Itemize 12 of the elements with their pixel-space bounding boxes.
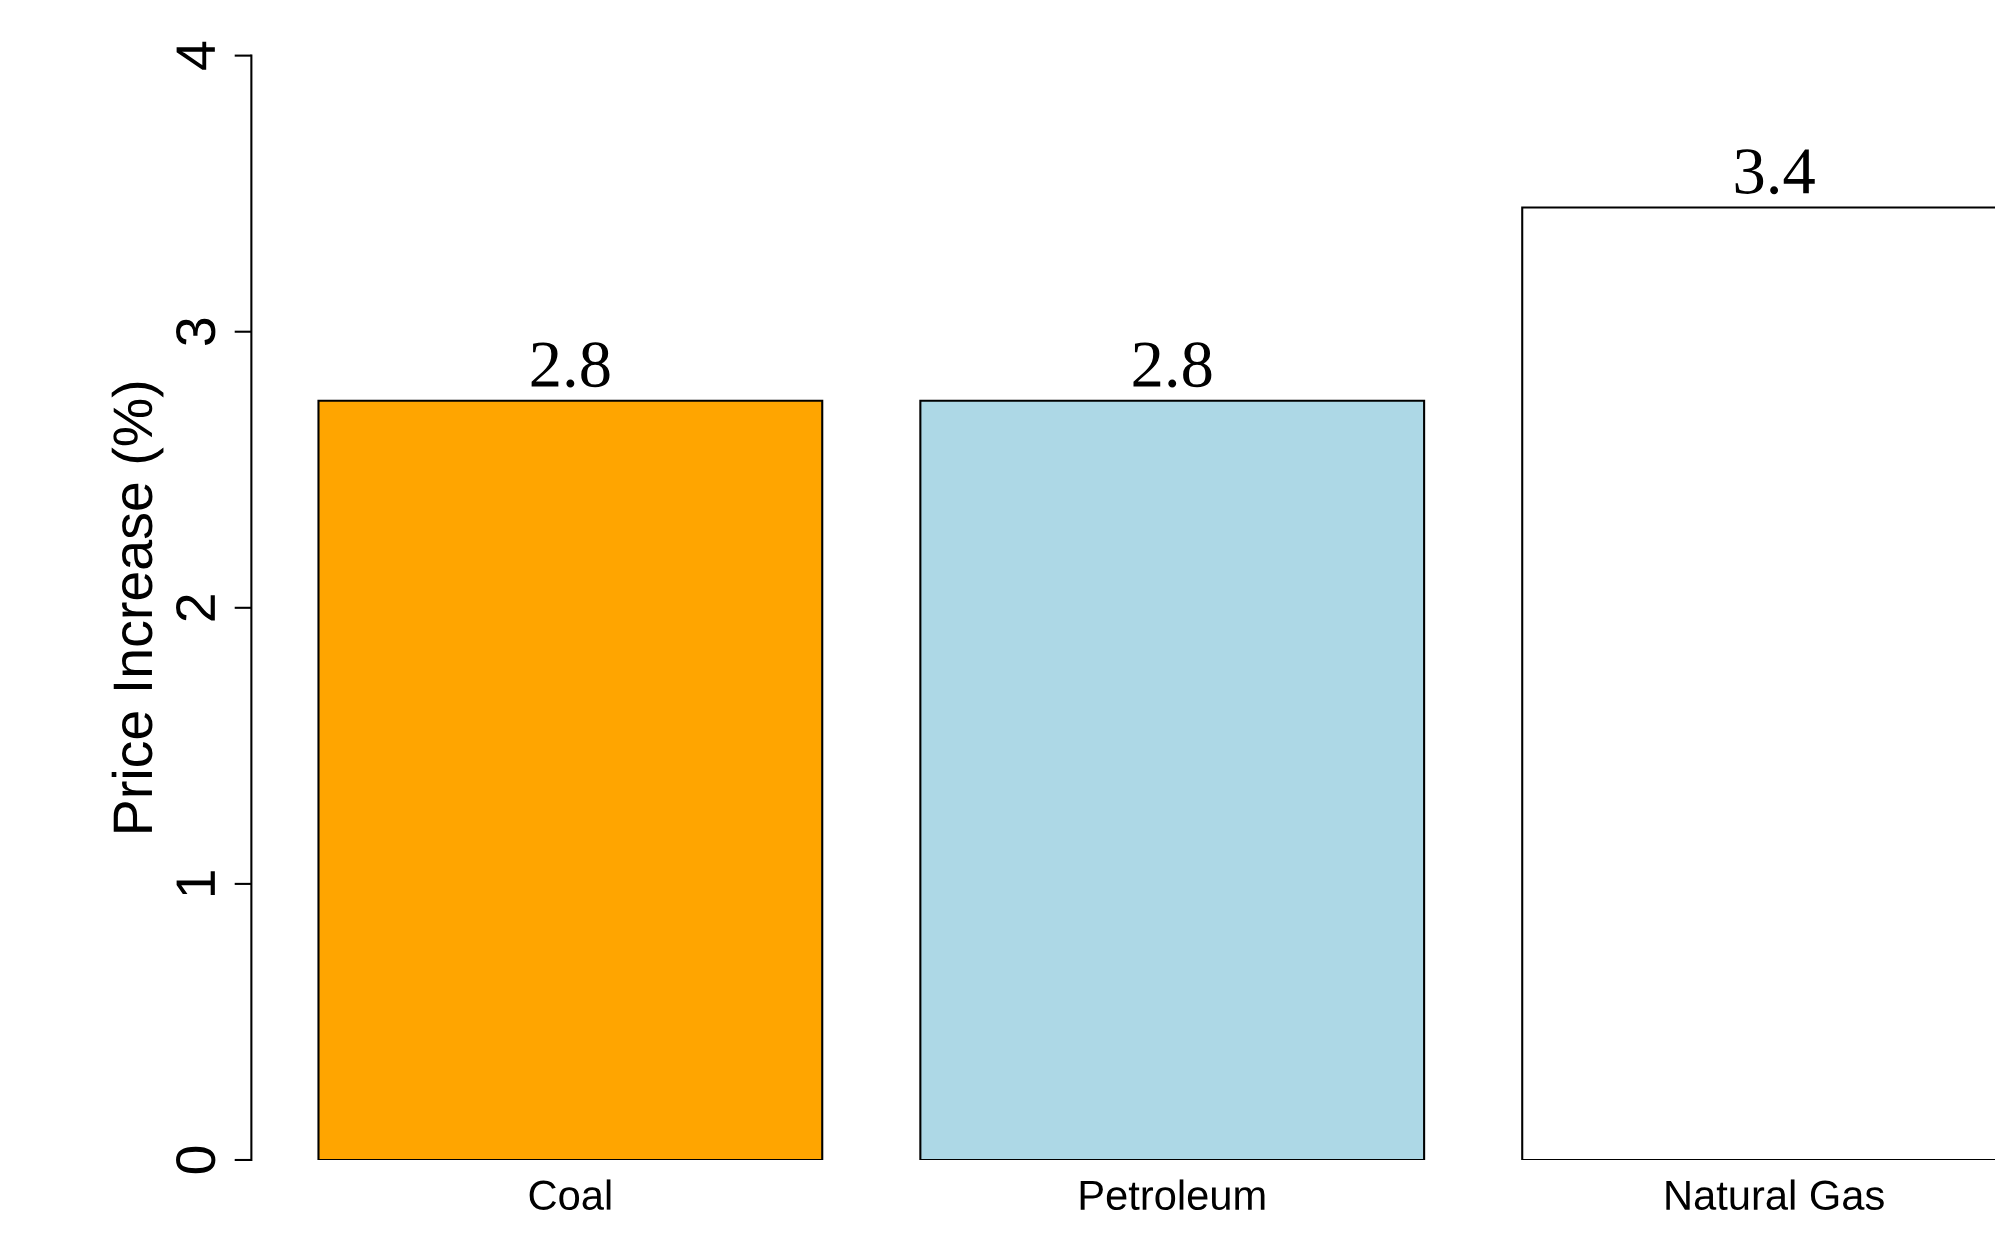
data-label: 3.4 (1735, 149, 1815, 195)
x-tick-label: Natural Gas (1666, 1179, 1884, 1211)
x-tick-label: Coal (529, 1179, 611, 1211)
y-tick-label: 1 (176, 871, 215, 896)
y-axis-title: Price Increase (%) (111, 382, 164, 832)
data-label: 2.8 (531, 342, 610, 388)
y-tick-label: 4 (176, 41, 215, 70)
y-tick-label: 0 (176, 1146, 216, 1174)
y-tick-label: 2 (176, 595, 215, 621)
data-label: 2.8 (1133, 342, 1212, 388)
x-tick-label: Petroleum (1080, 1179, 1265, 1211)
y-tick-label: 3 (176, 318, 216, 346)
